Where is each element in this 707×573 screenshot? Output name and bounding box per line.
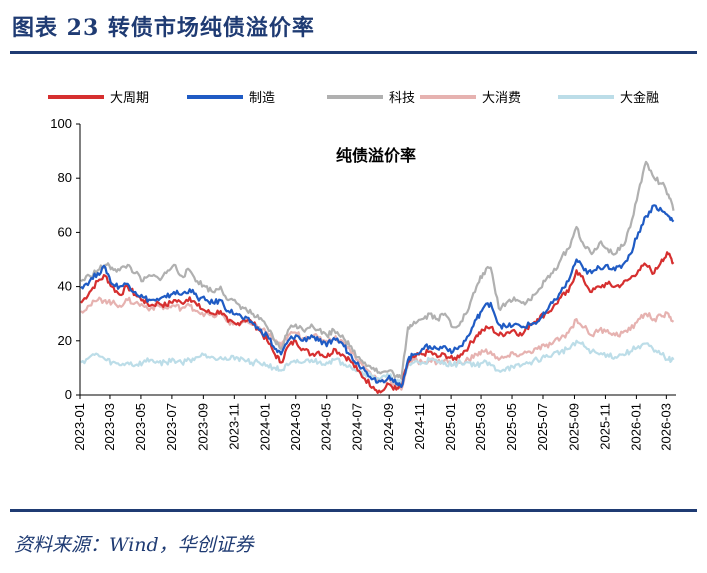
x-tick-label: 2023-09: [195, 403, 210, 451]
x-tick-label: 2024-05: [319, 403, 334, 451]
series-line-0: [80, 251, 675, 394]
x-tick-label: 2025-05: [504, 403, 519, 451]
y-tick-label: 0: [65, 387, 72, 402]
series-line-4: [80, 339, 675, 386]
source-rule: [10, 509, 697, 512]
chart-axes: 0 20 40 60 80 100 2023-01 2023-03 2023-05 2023-07…: [50, 116, 676, 451]
x-tick-label: 2024-09: [381, 403, 396, 451]
chart-title: 纯债溢价率: [336, 146, 416, 165]
series-line-2: [80, 160, 675, 380]
x-tick-label: 2023-01: [72, 403, 87, 451]
legend-label: 科技: [389, 91, 415, 106]
x-tick-label: 2023-05: [133, 403, 148, 451]
x-tick-label: 2025-01: [443, 403, 458, 451]
x-tick-label: 2026-01: [628, 403, 643, 451]
x-tick-label: 2025-03: [473, 403, 488, 451]
x-tick-label: 2026-03: [658, 403, 673, 451]
x-tick-label: 2025-11: [597, 403, 612, 450]
y-tick-label: 100: [50, 116, 72, 131]
title-rule: [10, 51, 697, 54]
x-tick-label: 2024-01: [257, 403, 272, 451]
y-tick-label: 20: [58, 333, 72, 348]
y-tick-label: 80: [58, 170, 72, 185]
legend-label: 制造: [249, 91, 275, 106]
x-tick-label: 2023-03: [102, 403, 117, 451]
x-tick-label: 2025-09: [566, 403, 581, 451]
legend-label: 大金融: [620, 90, 659, 106]
chart-series: [80, 160, 675, 394]
y-tick-label: 40: [58, 279, 72, 294]
source-note: 资料来源：Wind，华创证券: [14, 534, 254, 556]
premium-rate-line-chart: 大周期 制造 科技 大消费 大金融 纯债溢价率 0 20 40 60 80 100 2023-01 2…: [48, 90, 676, 451]
x-tick-label: 2024-11: [412, 403, 427, 450]
chart-legend: 大周期 制造 科技 大消费 大金融: [48, 90, 659, 106]
x-tick-label: 2023-11: [226, 403, 241, 450]
x-tick-label: 2023-07: [164, 403, 179, 451]
x-tick-label: 2025-07: [535, 403, 550, 451]
series-line-1: [80, 204, 675, 388]
legend-label: 大消费: [482, 91, 521, 106]
x-tick-label: 2024-07: [350, 403, 365, 451]
figure-title: 图表 23 转债市场纯债溢价率: [12, 15, 315, 41]
y-tick-label: 60: [58, 224, 72, 239]
series-line-3: [80, 296, 675, 391]
legend-label: 大周期: [110, 91, 149, 106]
x-tick-label: 2024-03: [288, 403, 303, 451]
